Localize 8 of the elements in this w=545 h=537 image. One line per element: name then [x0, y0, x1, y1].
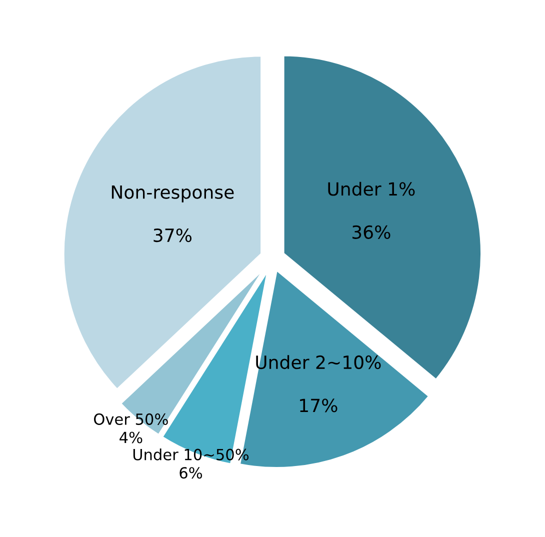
- data-label: 6%: [180, 467, 202, 479]
- data-label: 17%: [300, 398, 338, 412]
- slice-label: Over 50%: [94, 413, 168, 425]
- slice-label: Non-response: [112, 186, 234, 202]
- slice-label: Under 1%: [328, 182, 415, 196]
- data-label: 37%: [154, 228, 192, 242]
- data-label: 4%: [120, 432, 142, 444]
- data-label: 36%: [352, 225, 390, 239]
